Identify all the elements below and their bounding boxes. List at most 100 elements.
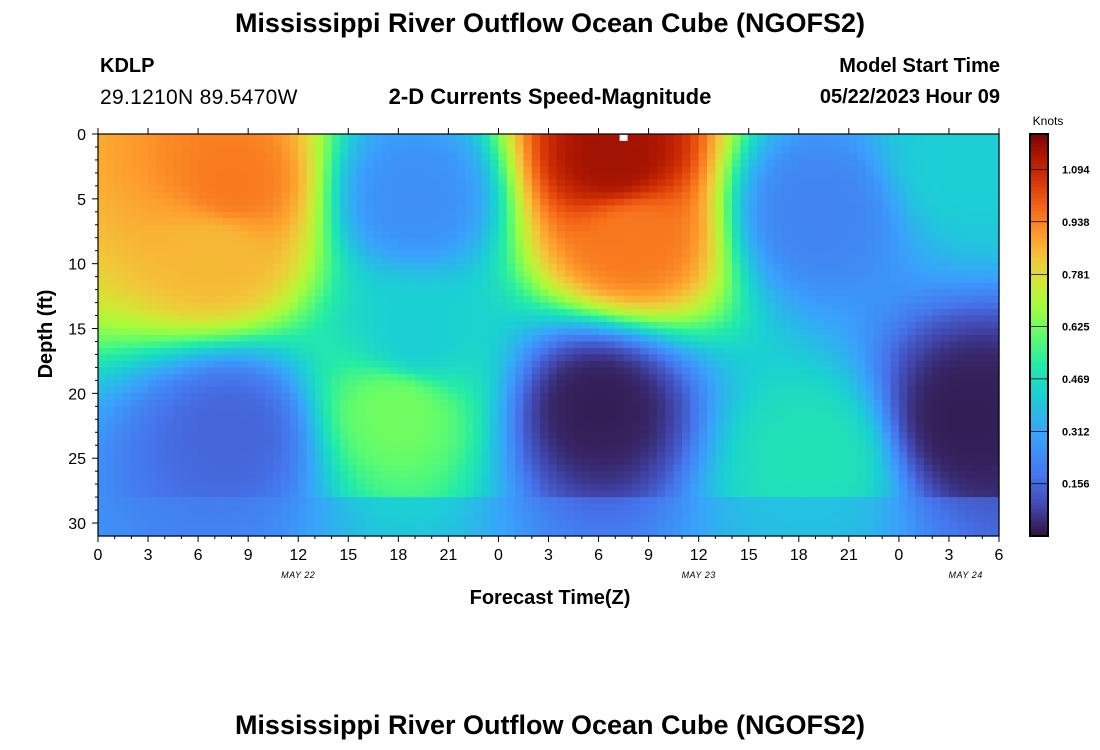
heatmap-cell [598, 263, 608, 271]
heatmap-cell [748, 477, 758, 485]
heatmap-cell [757, 283, 766, 291]
heatmap-cell [364, 276, 374, 284]
heatmap-cell [456, 497, 466, 505]
heatmap-cell [214, 198, 224, 206]
heatmap-cell [473, 289, 483, 297]
heatmap-cell [206, 185, 216, 193]
heatmap-cell [323, 270, 333, 278]
heatmap-cell [431, 185, 441, 193]
heatmap-cell [490, 179, 500, 187]
heatmap-cell [198, 231, 208, 239]
heatmap-cell [748, 289, 758, 297]
heatmap-cell [656, 347, 666, 356]
heatmap-cell [732, 529, 741, 537]
heatmap-cell [623, 341, 633, 349]
heatmap-cell [640, 529, 650, 537]
heatmap-cell [289, 458, 299, 466]
heatmap-cell [189, 166, 199, 174]
heatmap-cell [231, 458, 241, 466]
heatmap-cell [648, 354, 658, 362]
heatmap-cell [573, 179, 583, 187]
heatmap-cell [431, 218, 441, 226]
heatmap-cell [506, 380, 516, 388]
heatmap-cell [331, 309, 341, 317]
heatmap-cell [606, 250, 616, 258]
heatmap-cell [757, 134, 766, 142]
heatmap-cell [440, 302, 449, 310]
heatmap-cell [148, 237, 157, 245]
heatmap-cell [298, 218, 308, 226]
heatmap-cell [715, 328, 725, 336]
heatmap-cell [523, 192, 533, 200]
heatmap-cell [281, 503, 291, 511]
heatmap-cell [298, 134, 308, 142]
heatmap-cell [465, 477, 475, 485]
heatmap-cell [648, 367, 658, 375]
heatmap-cell [164, 328, 174, 336]
heatmap-cell [148, 263, 157, 271]
heatmap-cell [656, 516, 666, 524]
heatmap-cell [498, 360, 508, 369]
heatmap-cell [364, 406, 374, 414]
heatmap-cell [732, 309, 741, 317]
heatmap-cell [707, 399, 716, 407]
heatmap-cell [264, 309, 274, 317]
heatmap-cell [665, 386, 675, 394]
heatmap-cell [757, 516, 766, 524]
heatmap-cell [723, 270, 733, 278]
heatmap-cell [223, 205, 233, 213]
heatmap-cell [681, 360, 691, 369]
heatmap-cell [148, 328, 157, 336]
heatmap-cell [256, 380, 266, 388]
heatmap-cell [348, 309, 358, 317]
heatmap-cell [339, 153, 349, 161]
heatmap-cell [465, 185, 475, 193]
heatmap-cell [189, 153, 199, 161]
heatmap-cell [556, 198, 566, 206]
heatmap-cell [723, 529, 733, 537]
heatmap-cell [548, 166, 558, 174]
heatmap-cell [673, 237, 683, 245]
heatmap-cell [740, 146, 750, 155]
heatmap-cell [748, 224, 758, 232]
heatmap-cell [381, 523, 391, 531]
heatmap-cell [131, 490, 141, 498]
heatmap-cell [248, 458, 258, 466]
heatmap-cell [506, 231, 516, 239]
heatmap-cell [323, 451, 333, 459]
heatmap-cell [715, 231, 725, 239]
heatmap-cell [707, 335, 716, 343]
heatmap-cell [181, 205, 191, 213]
heatmap-cell [590, 335, 600, 343]
heatmap-cell [640, 231, 650, 239]
heatmap-cell [298, 490, 308, 498]
heatmap-cell [381, 283, 391, 291]
heatmap-cell [707, 237, 716, 245]
heatmap-cell [548, 503, 558, 511]
heatmap-cell [673, 211, 683, 219]
heatmap-cell [415, 198, 424, 206]
heatmap-cell [173, 464, 183, 472]
heatmap-cell [690, 360, 700, 369]
heatmap-cell [356, 166, 366, 174]
heatmap-cell [231, 296, 241, 304]
heatmap-cell [306, 263, 316, 271]
heatmap-cell [456, 179, 466, 187]
heatmap-cell [123, 179, 132, 187]
heatmap-cell [506, 198, 516, 206]
heatmap-cell [515, 477, 525, 485]
heatmap-cell [548, 354, 558, 362]
heatmap-cell [214, 224, 224, 232]
heatmap-cell [156, 380, 166, 388]
heatmap-cell [448, 341, 458, 349]
heatmap-cell [515, 373, 525, 381]
heatmap-cell [465, 296, 475, 304]
heatmap-cell [757, 438, 766, 446]
heatmap-cell [498, 211, 508, 219]
heatmap-cell [214, 471, 224, 479]
heatmap-cell [690, 458, 700, 466]
heatmap-cell [248, 503, 258, 511]
heatmap-cell [181, 490, 191, 498]
heatmap-cell [198, 438, 208, 446]
heatmap-cell [740, 283, 750, 291]
